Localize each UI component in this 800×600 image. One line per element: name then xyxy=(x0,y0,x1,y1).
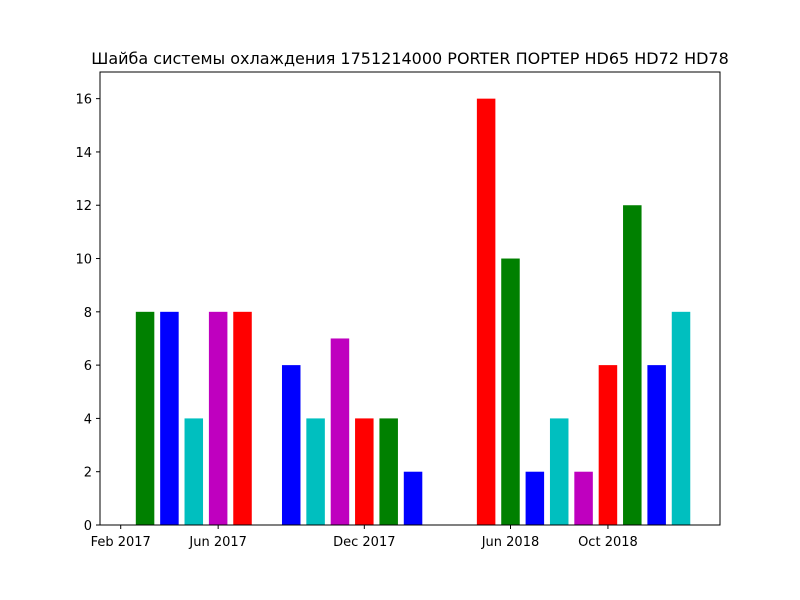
y-tick-label: 8 xyxy=(84,306,92,321)
x-tick-label: Oct 2018 xyxy=(578,535,638,550)
y-tick-label: 0 xyxy=(84,519,92,534)
bar-2018-10 xyxy=(598,365,618,525)
bar-2017-09 xyxy=(281,365,301,525)
y-axis: 0 2 4 6 8 10 12 14 16 xyxy=(75,93,100,534)
bar-2018-07 xyxy=(525,471,545,525)
y-tick-label: 16 xyxy=(75,93,92,108)
bar-2019-01 xyxy=(671,311,691,525)
bar-2017-12 xyxy=(355,418,374,525)
bar-2018-11 xyxy=(623,205,642,526)
bar-2017-04 xyxy=(160,311,179,525)
y-tick-label: 14 xyxy=(75,146,92,161)
bar-2018-08 xyxy=(549,418,569,525)
bar-2018-09 xyxy=(574,471,593,525)
y-tick-label: 4 xyxy=(84,412,92,427)
y-tick-label: 12 xyxy=(75,199,92,214)
bar-2017-03 xyxy=(135,311,155,525)
bars-group xyxy=(135,98,691,526)
bar-2017-10 xyxy=(306,418,325,525)
bar-2017-07 xyxy=(233,311,252,525)
bar-2018-02 xyxy=(403,471,423,525)
y-tick-label: 10 xyxy=(75,253,92,268)
plot-frame xyxy=(99,71,721,526)
bar-2018-05 xyxy=(476,98,496,526)
bar-2018-01 xyxy=(379,418,398,525)
bar-2017-05 xyxy=(184,418,204,525)
bar-2018-06 xyxy=(501,258,520,525)
x-tick-label: Dec 2017 xyxy=(333,535,395,550)
y-tick-label: 2 xyxy=(84,466,92,481)
x-tick-label: Jun 2018 xyxy=(481,535,540,550)
bar-2018-12 xyxy=(647,365,666,525)
bar-2017-06 xyxy=(208,311,228,525)
y-tick-label: 6 xyxy=(84,359,92,374)
x-axis: Feb 2017 Jun 2017 Dec 2017 Jun 2018 Oct 2018 xyxy=(91,525,638,550)
x-tick-label: Jun 2017 xyxy=(188,535,247,550)
chart-title: Шайба системы охлаждения 1751214000 PORT… xyxy=(91,49,729,68)
bar-2017-11 xyxy=(330,338,350,525)
x-tick-label: Feb 2017 xyxy=(91,535,151,550)
